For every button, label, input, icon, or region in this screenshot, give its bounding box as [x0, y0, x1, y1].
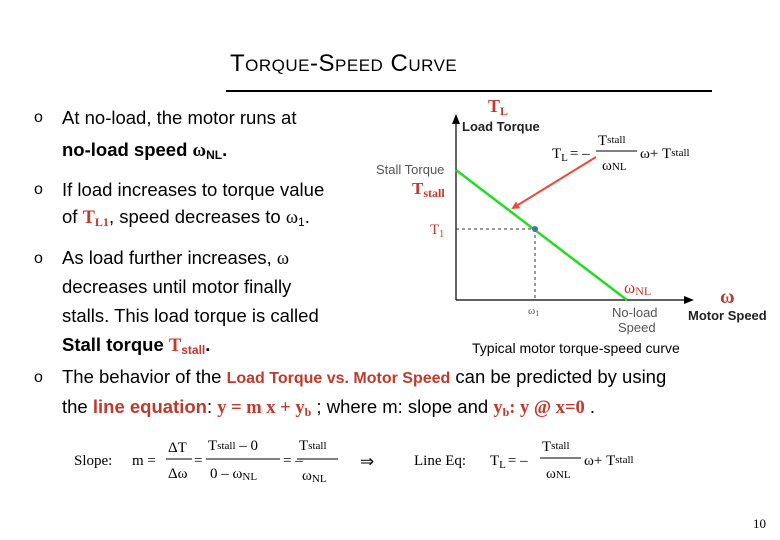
bullet-marker: o: [34, 181, 43, 198]
x-axis-title: Motor Speed: [688, 308, 767, 323]
delta-t: ΔT: [168, 440, 187, 456]
operating-point: [532, 226, 538, 232]
bullet-marker: o: [34, 250, 43, 267]
bullet-marker: o: [34, 369, 43, 386]
y-axis-title: Load Torque: [462, 119, 540, 134]
line-eq-label: Line Eq:: [414, 453, 466, 469]
svg-text:TL= –: TL = –: [552, 146, 590, 164]
slope-frac3-num: Tstall: [299, 438, 327, 454]
line-eq-den: ωNL: [546, 466, 571, 482]
slope-label: Slope:: [74, 453, 112, 469]
equals-minus: = –: [283, 453, 303, 469]
equation-pointer-arrow: [511, 156, 597, 210]
y-axis-symbol: TL: [488, 96, 508, 118]
y-axis-arrow: [452, 114, 460, 124]
slope-frac3-den: ωNL: [302, 468, 327, 485]
line-eq-lhs: TL = –: [490, 453, 528, 471]
bullet-4-line-2: the line equation: y = m x + yb ; where …: [62, 396, 596, 419]
stall-torque-label: Stall Torque: [376, 162, 444, 177]
bullet-2-line-1: If load increases to torque value: [62, 179, 325, 200]
slope-frac2-den: 0 – ωNL: [210, 466, 257, 483]
omega1-label: ω1: [528, 305, 539, 318]
title-underline: [226, 90, 712, 92]
m-equals: m =: [132, 453, 156, 469]
noload-speed-label-2: Speed: [618, 320, 656, 335]
slide-title: TORQUE-SPEED CURVE: [230, 50, 458, 77]
bullet-marker: o: [34, 109, 43, 126]
bullet-1-line-2: no-load speed ωNL.: [62, 139, 228, 162]
noload-speed-label-1: No-load: [612, 305, 658, 320]
bullet-1-line-1: At no-load, the motor runs at: [62, 107, 297, 128]
delta-omega: Δω: [168, 466, 188, 482]
svg-text:ω+ Tstall: ω+ Tstall: [640, 146, 690, 162]
equals-1: =: [194, 453, 202, 469]
chart-line-equation: TL = – Tstall ωNL ω+ Tstall: [552, 133, 690, 174]
line-eq-num: Tstall: [542, 439, 570, 455]
t1-label: T1: [430, 222, 444, 240]
bullet-3-line-1: As load further increases, ω: [62, 247, 290, 269]
slope-frac2-num: Tstall – 0: [208, 438, 258, 454]
torque-speed-line: [455, 169, 628, 301]
bullet-4-line-1: The behavior of the Load Torque vs. Moto…: [62, 366, 667, 387]
bullet-3-line-4: Stall torque Tstall.: [62, 334, 211, 357]
page-number: 10: [753, 516, 766, 531]
bullet-3-line-2: decreases until motor finally: [62, 276, 292, 297]
svg-text:ωNL: ωNL: [602, 158, 627, 174]
tstall-label: Tstall: [412, 179, 445, 200]
x-axis-arrow: [684, 296, 694, 304]
chart-caption: Typical motor torque-speed curve: [472, 340, 680, 356]
line-eq-rest: ω+ Tstall: [584, 453, 634, 469]
bullet-2-line-2: of TL1, speed decreases to ω1.: [62, 206, 310, 229]
omega-nl-label: ωNL: [624, 278, 651, 298]
svg-text:Tstall: Tstall: [598, 133, 626, 149]
bullet-3-line-3: stalls. This load torque is called: [62, 305, 319, 326]
x-axis-symbol: ω: [720, 286, 735, 308]
implies-arrow: ⇒: [360, 452, 374, 471]
